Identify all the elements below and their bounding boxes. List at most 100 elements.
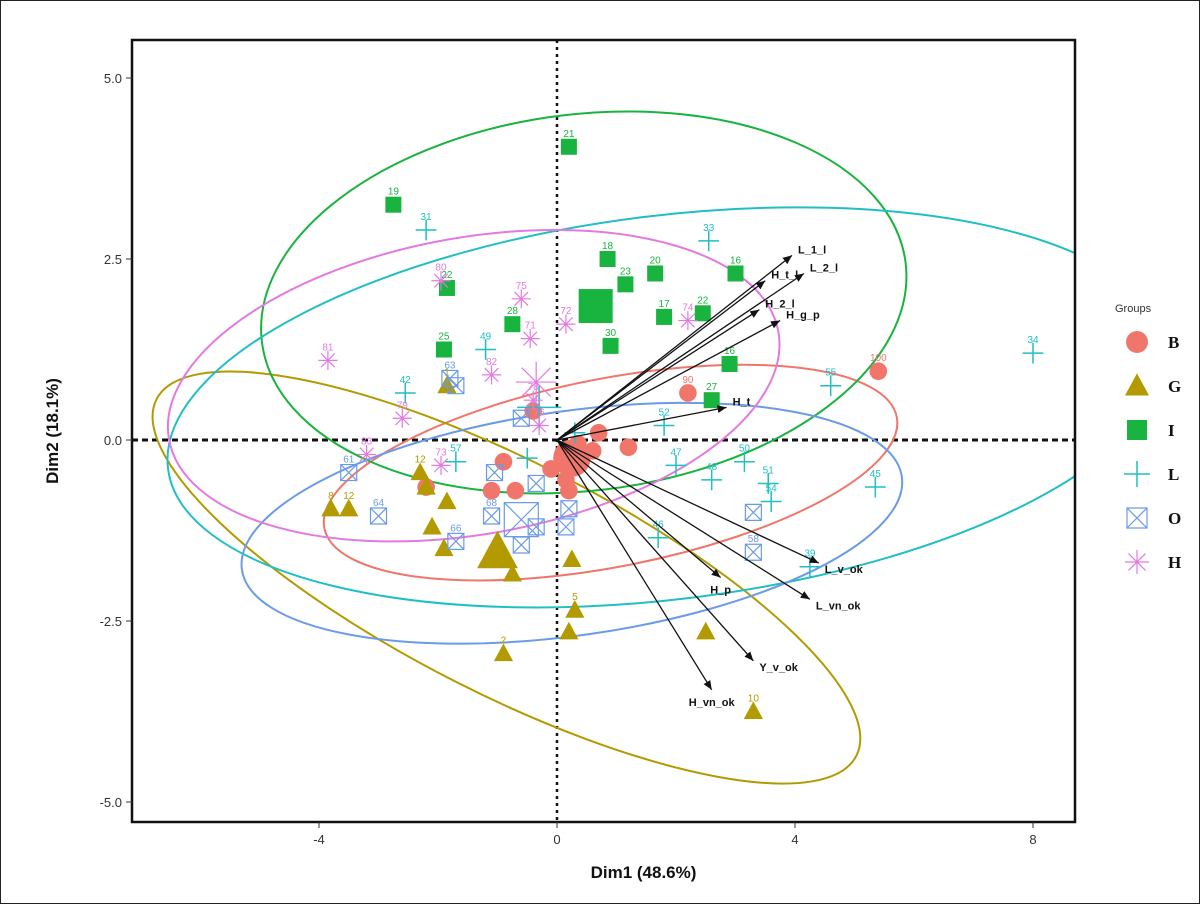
variable-label: H_p <box>710 585 731 597</box>
point-label: 82 <box>486 357 498 368</box>
point-B-2 <box>619 438 638 457</box>
point-G-5 <box>493 643 514 662</box>
point-O-0 <box>340 463 358 482</box>
point-H-7 <box>523 390 543 410</box>
point-G-4 <box>562 549 582 568</box>
legend-item-H: H <box>1125 550 1181 574</box>
point-label: 25 <box>438 332 450 343</box>
arrow-H_t_l <box>556 280 766 441</box>
point-label: 22 <box>697 295 709 306</box>
point-O-3 <box>482 507 501 525</box>
point-G-2 <box>565 600 585 618</box>
legend-swatch-H <box>1125 550 1149 574</box>
point-label: 79 <box>397 400 409 411</box>
point-B-9 <box>506 481 525 500</box>
point-label: 16 <box>730 255 742 266</box>
legend-label: H <box>1168 553 1181 572</box>
variable-label: H_vn_ok <box>689 697 736 709</box>
point-label: 17 <box>659 299 671 310</box>
point-label: 31 <box>421 212 433 223</box>
variable-label: L_2_l <box>810 262 838 274</box>
point-label: 55 <box>825 368 837 379</box>
legend-label: O <box>1168 509 1181 528</box>
point-L-6 <box>653 415 675 436</box>
point-B-3 <box>589 423 608 442</box>
confidence-ellipse-L <box>166 206 1075 609</box>
point-G-8 <box>422 516 442 535</box>
point-I-8 <box>656 308 673 325</box>
point-label: 49 <box>480 332 492 343</box>
point-label: 28 <box>507 306 519 317</box>
point-B-1 <box>679 384 697 402</box>
group-points-H: 80 75 72 74 71 81 82 78 79 73 83 76 <box>318 263 698 475</box>
point-H-3 <box>678 310 698 331</box>
legend-swatch-L <box>1124 461 1150 487</box>
point-G-3 <box>559 621 579 640</box>
legend-item-O: O <box>1126 507 1181 529</box>
point-H-1 <box>511 289 531 309</box>
point-I-9 <box>694 305 711 322</box>
legend-label: G <box>1168 377 1181 396</box>
point-label: 19 <box>388 187 400 198</box>
point-label: 21 <box>563 129 575 140</box>
point-label: 80 <box>435 263 447 274</box>
point-G-6 <box>502 563 522 582</box>
point-label: 73 <box>435 447 447 458</box>
legend-item-B: B <box>1126 331 1179 353</box>
point-I-12 <box>721 355 738 372</box>
point-L-9 <box>701 469 723 491</box>
legend-swatch-B <box>1126 331 1148 353</box>
point-label: 68 <box>486 498 498 509</box>
point-I-11 <box>435 341 452 358</box>
point-L-4 <box>475 339 496 360</box>
point-label: 34 <box>1027 335 1039 346</box>
arrow-L_2_l <box>556 272 805 441</box>
point-label: 90 <box>682 375 694 386</box>
point-O-4 <box>512 536 530 554</box>
legend-title: Groups <box>1115 303 1152 315</box>
point-H-6 <box>481 365 502 385</box>
point-L-11 <box>864 476 886 498</box>
legend-item-G: G <box>1125 373 1181 396</box>
point-O-9 <box>485 463 504 482</box>
point-label: 16 <box>724 346 736 357</box>
group-points-I: 21 19 18 20 23 16 22 28 17 22 30 25 16 27 <box>385 129 744 409</box>
variable-label: H_g_p <box>786 310 820 322</box>
y-tick-label: 2.5 <box>104 252 122 267</box>
variable-label: H_t_l <box>771 270 798 282</box>
point-H-2 <box>556 314 576 334</box>
arrow-H_t <box>556 405 727 441</box>
arrow-L_vn_ok <box>556 439 811 600</box>
x-tick-label: 8 <box>1029 832 1036 847</box>
y-axis-title: Dim2 (18.1%) <box>43 378 62 484</box>
confidence-ellipse-G <box>151 370 862 785</box>
centroid-G <box>477 530 518 569</box>
point-H-9 <box>431 455 451 475</box>
arrow-H_vn_ok <box>556 439 713 691</box>
point-L-12 <box>760 491 782 512</box>
legend-swatch-G <box>1125 373 1149 396</box>
point-G-9 <box>434 538 454 557</box>
confidence-ellipse-H <box>166 228 781 543</box>
variable-label: Y_v_ok <box>759 662 798 674</box>
centroid-I <box>578 289 613 324</box>
point-label: 45 <box>870 469 882 480</box>
point-I-1 <box>385 196 402 213</box>
plot-panel-border <box>130 38 1077 824</box>
point-H-10 <box>357 444 377 465</box>
point-O-14 <box>744 543 762 561</box>
point-H-8 <box>392 408 412 428</box>
point-label: 10 <box>748 694 760 705</box>
point-I-10 <box>602 337 619 354</box>
point-L-16 <box>516 447 538 469</box>
point-label: 83 <box>361 436 373 447</box>
point-O-12 <box>512 409 530 427</box>
point-label: 57 <box>450 444 462 455</box>
point-O-2 <box>447 532 465 550</box>
point-L-3 <box>820 375 842 397</box>
point-label: 50 <box>739 444 751 455</box>
point-label: 51 <box>763 465 775 476</box>
y-tick-label: 0.0 <box>104 433 122 448</box>
